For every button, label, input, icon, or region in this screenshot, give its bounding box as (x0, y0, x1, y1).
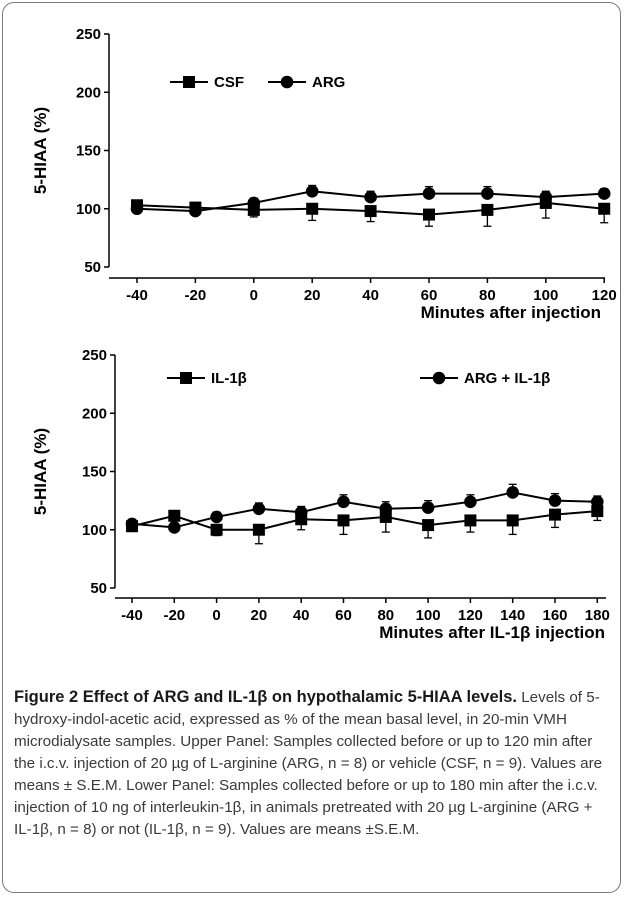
c2-x-tick-label: 120 (458, 607, 483, 624)
c2-circle-series-point (210, 510, 223, 524)
c1-x-tick-label: 100 (533, 287, 558, 304)
c1-circle-series-point (130, 202, 144, 216)
c1-square-series-point (598, 202, 611, 215)
c2-x-tick-label: -20 (163, 607, 185, 624)
c1-circle-series-point (364, 190, 377, 204)
c2-square-series-legend-marker (180, 372, 192, 384)
c1-square-series-point (364, 205, 377, 218)
c1-y-tick-label: 250 (76, 26, 101, 43)
c2-x-tick-label: 180 (585, 607, 610, 624)
c2-y-tick-label: 100 (82, 522, 107, 539)
c2-square-series-point (168, 509, 181, 522)
c1-x-axis-title: Minutes after injection (421, 303, 601, 322)
c2-circle-series-point (591, 495, 604, 509)
c2-circle-series-point (337, 495, 350, 509)
c2-circle-series-point (125, 517, 139, 531)
upper-panel-chart: 50 100 150 200 250 5-HIAA (%) -40 -20 0 20 40 60 80 1… (31, 26, 617, 322)
c2-x-tick-label: 100 (416, 607, 441, 624)
c1-x-tick-label: 40 (362, 287, 379, 304)
c1-x-tick-label: 0 (250, 287, 258, 304)
c2-circle-series-point (294, 505, 308, 519)
c2-y-tick-label: 50 (90, 580, 107, 597)
c2-circle-series-point (421, 501, 435, 514)
c2-circle-series-point (168, 521, 181, 534)
c2-y-axis-title: 5-HIAA (%) (31, 428, 50, 515)
c1-x-tick-label: 80 (479, 287, 496, 304)
c1-x-tick-label: 20 (304, 287, 321, 304)
c2-square-series-point (591, 505, 604, 518)
c1-square-series-legend-label: CSF (214, 74, 244, 91)
c2-x-tick-label: 40 (293, 607, 310, 624)
figure-caption: Figure 2 Effect of ARG and IL-1β on hypo… (14, 686, 614, 841)
caption-title: Figure 2 Effect of ARG and IL-1β on hypo… (14, 688, 518, 706)
c2-square-series-point (549, 508, 561, 521)
figure-frame (2, 2, 621, 893)
c1-circle-series-point (539, 190, 553, 204)
c1-circle-series-point (422, 187, 436, 200)
c1-x-tick-label: 60 (421, 287, 438, 304)
c2-y-tick-label: 150 (82, 464, 107, 481)
c2-circle-series-legend-label: ARG + IL-1β (464, 370, 550, 387)
c2-square-series-point (422, 519, 435, 532)
c2-x-tick-label: 60 (335, 607, 352, 624)
c1-circle-series-legend-marker (280, 75, 294, 89)
c2-square-series-point (252, 523, 265, 536)
c1-x-tick-label: -20 (185, 287, 207, 304)
c1-circle-series-legend-label: ARG (312, 74, 345, 91)
c2-y-tick-label: 200 (82, 405, 107, 422)
c2-x-tick-label: 80 (377, 607, 394, 624)
caption-body: Levels of 5-hydroxy-indol-acetic acid, e… (14, 689, 603, 838)
c2-circle-series-legend-marker (432, 371, 446, 385)
c1-y-tick-label: 100 (76, 201, 101, 218)
c2-x-tick-label: 140 (500, 607, 525, 624)
c2-circle-series-line (131, 491, 598, 529)
c2-circle-series-point (506, 486, 519, 499)
c1-circle-series-point (305, 184, 319, 198)
c1-y-tick-label: 200 (76, 84, 101, 101)
c2-square-series-point (210, 523, 223, 536)
c2-square-series-point (337, 514, 350, 527)
c2-x-tick-label: -40 (121, 607, 143, 624)
c2-circle-series-point (379, 502, 393, 516)
c1-square-series-point (423, 208, 435, 221)
c1-y-axis-title: 5-HIAA (%) (31, 107, 50, 194)
c2-square-series-point (506, 514, 519, 527)
c1-x-tick-label: 120 (592, 287, 617, 304)
c1-square-series-point (481, 203, 494, 216)
c2-circle-series-point (464, 495, 477, 509)
c2-x-axis-title: Minutes after IL-1β injection (379, 623, 605, 642)
c1-y-tick-label: 50 (84, 259, 101, 276)
c2-square-series-legend-label: IL-1β (211, 370, 247, 387)
c1-circle-series-point (247, 196, 261, 210)
c1-circle-series-point (189, 204, 202, 218)
lower-panel-chart: 50 100 150 200 250 5-HIAA (%) -40 -20 0 20 40 60 80 1… (31, 347, 610, 642)
c2-y-tick-label: 250 (82, 347, 107, 364)
c2-square-series-point (464, 514, 477, 527)
c2-circle-series-point (252, 502, 266, 516)
c2-x-tick-label: 160 (542, 607, 567, 624)
c1-x-tick-label: -40 (126, 287, 148, 304)
c1-circle-series-point (481, 187, 494, 200)
c2-x-tick-label: 0 (212, 607, 220, 624)
c2-circle-series-point (548, 494, 562, 507)
c1-square-series-legend-marker (183, 76, 195, 88)
c1-square-series-point (306, 202, 319, 215)
c1-y-tick-label: 150 (76, 143, 101, 160)
c1-square-series-point (247, 203, 260, 216)
c1-circle-series-point (597, 187, 611, 200)
c2-square-series-line (131, 510, 598, 531)
c2-x-tick-label: 20 (251, 607, 268, 624)
